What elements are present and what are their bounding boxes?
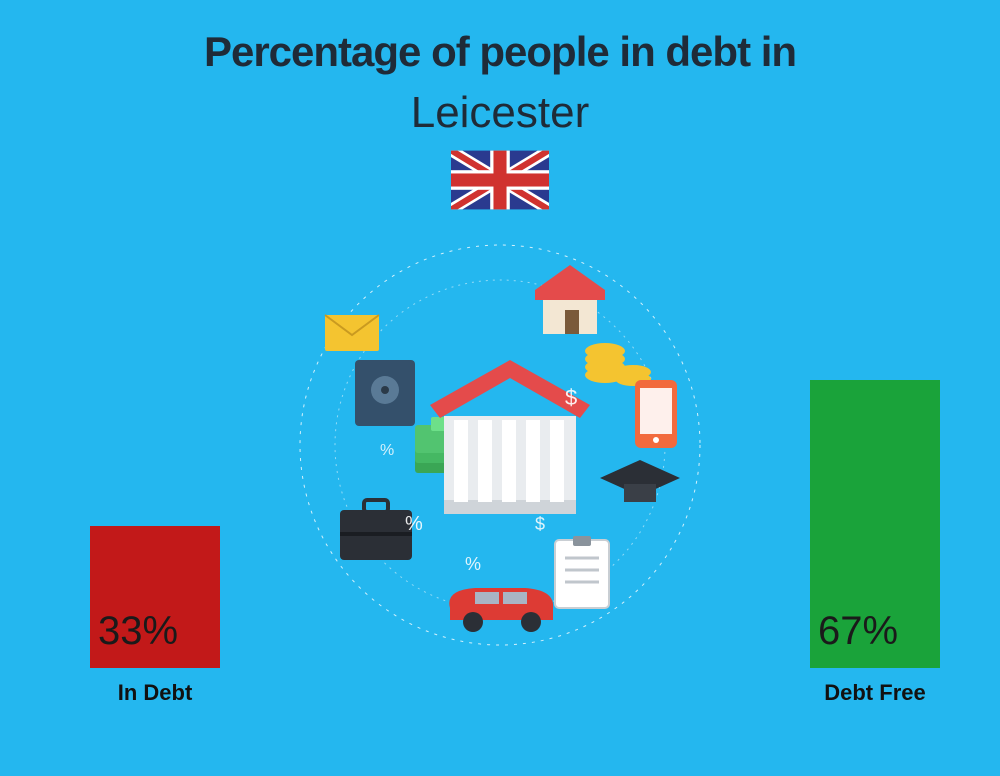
city-subtitle: Leicester bbox=[0, 88, 1000, 138]
bar-label-debt-free: Debt Free bbox=[824, 680, 925, 706]
infographic-canvas: Percentage of people in debt in Leiceste… bbox=[0, 0, 1000, 776]
bar-rect-debt-free: 67% bbox=[810, 380, 940, 668]
finance-illustration-icon: % % % $ $ bbox=[285, 230, 715, 660]
bar-rect-in-debt: 33% bbox=[90, 526, 220, 668]
svg-text:$: $ bbox=[565, 385, 577, 410]
uk-flag-icon bbox=[451, 150, 549, 210]
bar-value-in-debt: 33% bbox=[98, 609, 178, 654]
bar-debt-free: 67% Debt Free bbox=[810, 380, 940, 706]
svg-text:$: $ bbox=[535, 514, 545, 534]
bar-value-debt-free: 67% bbox=[818, 609, 898, 654]
svg-text:%: % bbox=[380, 442, 394, 459]
svg-text:%: % bbox=[405, 513, 423, 535]
svg-text:%: % bbox=[465, 554, 481, 574]
bar-in-debt: 33% In Debt bbox=[90, 526, 220, 706]
page-title: Percentage of people in debt in bbox=[0, 28, 1000, 76]
bar-label-in-debt: In Debt bbox=[118, 680, 193, 706]
